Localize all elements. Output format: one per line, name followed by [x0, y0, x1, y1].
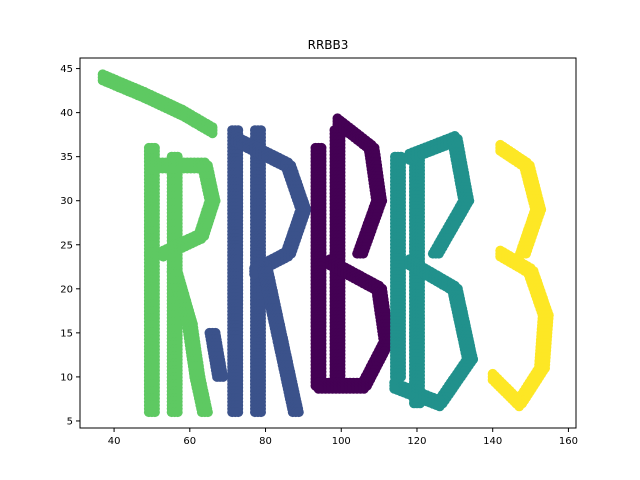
- data-point: [521, 248, 531, 259]
- data-point: [256, 407, 266, 418]
- y-tick-label: 20: [60, 284, 73, 295]
- chart-title: RRBB3: [308, 38, 349, 52]
- series-3-letter-b: [310, 113, 395, 394]
- data-point: [218, 371, 229, 382]
- data-point: [433, 248, 444, 259]
- y-tick-label: 45: [60, 64, 73, 75]
- data-point: [249, 269, 260, 280]
- points-layer: [97, 69, 554, 418]
- data-point: [233, 407, 244, 418]
- y-tick-label: 25: [60, 240, 73, 251]
- data-point: [313, 383, 324, 394]
- x-tick-label: 80: [259, 436, 272, 447]
- data-point: [293, 407, 304, 418]
- series-2-letter-r: [204, 125, 312, 418]
- series-1-letter-r: [97, 69, 221, 418]
- x-tick-label: 120: [407, 436, 426, 447]
- x-tick-label: 140: [483, 436, 502, 447]
- y-tick-label: 40: [60, 108, 73, 119]
- data-point: [389, 383, 400, 394]
- data-point: [158, 251, 169, 262]
- x-tick-label: 160: [559, 436, 578, 447]
- x-tick-label: 100: [332, 436, 351, 447]
- y-tick-label: 5: [67, 416, 73, 427]
- y-tick-label: 30: [60, 196, 73, 207]
- y-tick-label: 35: [60, 152, 73, 163]
- data-point: [358, 248, 369, 259]
- data-point: [487, 374, 498, 385]
- data-point: [149, 407, 160, 418]
- y-tick-label: 10: [60, 372, 73, 383]
- data-point: [172, 407, 183, 418]
- x-tick-label: 40: [108, 436, 121, 447]
- y-tick-label: 15: [60, 328, 73, 339]
- series-4-letter-b: [389, 131, 478, 412]
- x-tick-label: 60: [183, 436, 196, 447]
- data-point: [207, 128, 218, 139]
- data-point: [202, 407, 213, 418]
